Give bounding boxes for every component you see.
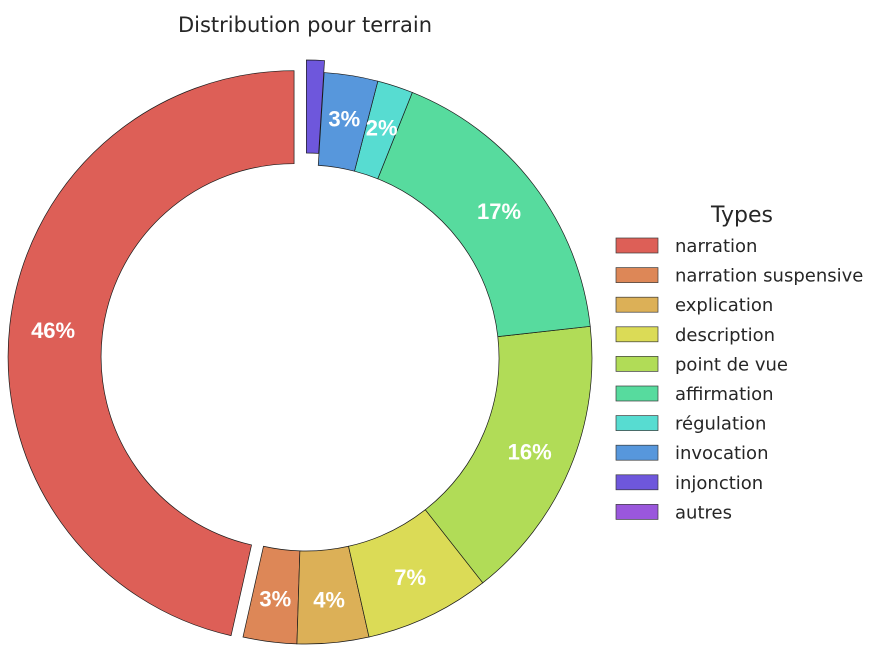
- labels-layer: 46%3% 4%7%16%17%2%3%: [31, 107, 552, 613]
- legend-label-explication: explication: [675, 295, 773, 316]
- pct-label-narration-suspensive: 3%: [259, 587, 291, 612]
- pct-label-explication: 4%: [313, 587, 345, 612]
- legend-swatch-regulation: [615, 415, 659, 431]
- legend-items: narration narration suspensive explication…: [615, 236, 863, 523]
- legend-swatch-affirmation: [615, 385, 659, 402]
- legend-item-description: description: [615, 325, 775, 346]
- slice-narration: [7, 70, 295, 637]
- legend-swatch-injonction: [615, 474, 659, 491]
- legend-swatch-explication: [615, 296, 659, 313]
- legend-item-invocation: invocation: [615, 443, 768, 464]
- legend-label-invocation: invocation: [675, 443, 768, 464]
- legend-label-narration-suspensive: narration suspensive: [675, 266, 863, 287]
- legend-swatch-autres: [615, 504, 659, 520]
- chart-title: Distribution pour terrain: [178, 13, 432, 37]
- pct-label-invocation: 3%: [328, 107, 360, 132]
- slices-layer: [7, 59, 593, 645]
- legend-item-narration-suspensive: narration suspensive: [615, 266, 863, 287]
- pct-label-description: 7%: [394, 565, 426, 590]
- legend-item-autres: autres: [615, 502, 732, 523]
- legend-swatch-narration-suspensive: [615, 267, 659, 283]
- pct-label-regulation: 2%: [366, 116, 398, 141]
- legend-item-regulation: régulation: [615, 414, 766, 435]
- legend-item-injonction: injonction: [615, 473, 763, 494]
- legend-label-injonction: injonction: [675, 473, 763, 494]
- legend-label-autres: autres: [675, 502, 732, 523]
- slice-injonction: [306, 59, 325, 154]
- legend-item-affirmation: affirmation: [615, 384, 774, 405]
- legend-swatch-narration: [615, 237, 659, 254]
- pct-label-narration: 46%: [31, 318, 75, 343]
- slice-invocation: [317, 72, 379, 172]
- legend-swatch-invocation: [615, 444, 659, 461]
- legend-label-narration: narration: [675, 236, 757, 257]
- pct-label-point-de-vue: 16%: [508, 440, 552, 465]
- legend-title: Types: [710, 203, 773, 228]
- legend-swatch-description: [615, 326, 659, 343]
- legend-swatch-point-de-vue: [615, 356, 659, 372]
- legend-label-affirmation: affirmation: [675, 384, 774, 405]
- legend-item-narration: narration: [615, 236, 757, 257]
- legend-label-description: description: [675, 325, 775, 346]
- pct-label-affirmation: 17%: [477, 199, 521, 224]
- legend: Types narration narration suspensive expli…: [615, 203, 863, 523]
- legend-item-explication: explication: [615, 295, 773, 316]
- legend-label-point-de-vue: point de vue: [675, 354, 788, 375]
- legend-item-point-de-vue: point de vue: [615, 354, 788, 375]
- legend-label-regulation: régulation: [675, 414, 766, 435]
